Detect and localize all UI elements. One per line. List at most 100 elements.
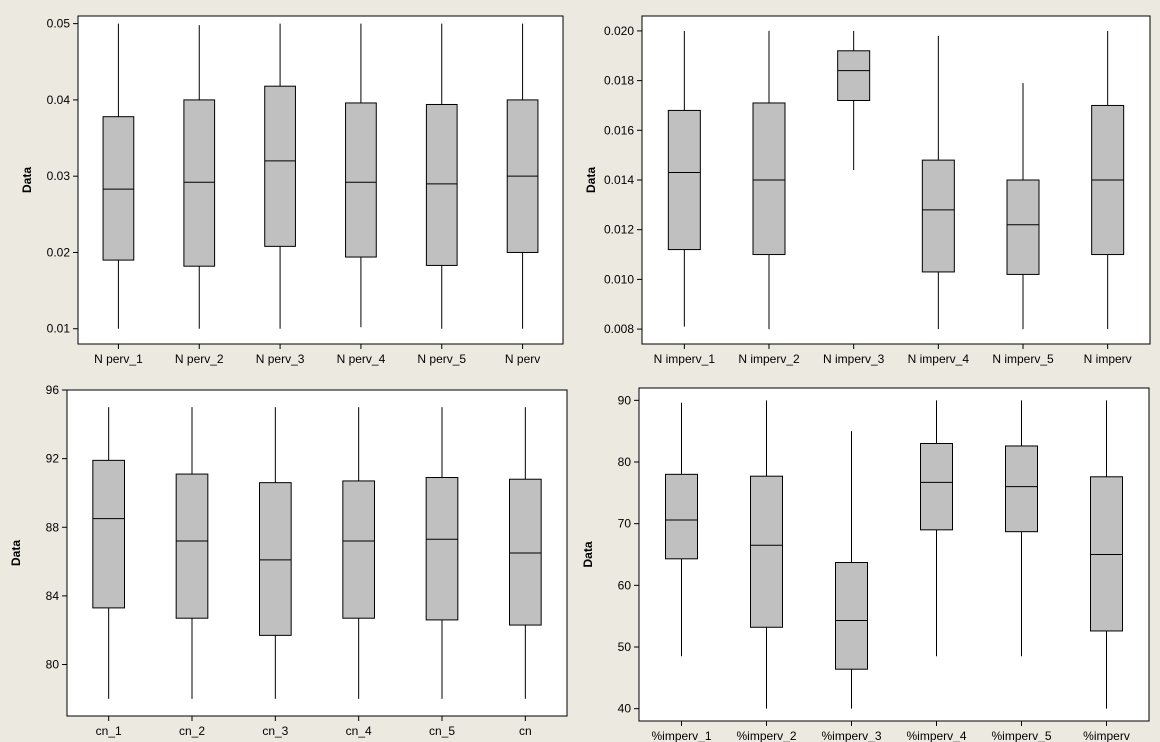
iqr-box bbox=[345, 102, 377, 258]
iqr-box bbox=[750, 475, 783, 628]
iqr-box bbox=[509, 478, 542, 626]
y-axis-label: Data bbox=[9, 540, 23, 566]
x-tick-label: N imperv_1 bbox=[654, 352, 716, 366]
x-tick-label: cn_4 bbox=[346, 724, 372, 738]
x-tick-label: %imperv_5 bbox=[991, 729, 1051, 742]
x-tick-label: cn_3 bbox=[262, 724, 288, 738]
x-tick-label: N imperv_4 bbox=[908, 352, 970, 366]
box-6 bbox=[1091, 30, 1125, 330]
box-1 bbox=[665, 402, 698, 657]
iqr-box bbox=[920, 443, 953, 531]
iqr-box bbox=[837, 50, 871, 101]
x-tick-label: N imperv bbox=[1084, 352, 1132, 366]
x-tick-label: %imperv bbox=[1083, 729, 1130, 742]
y-tick-label: 84 bbox=[46, 589, 60, 603]
box-2 bbox=[750, 400, 783, 709]
box-3 bbox=[835, 431, 868, 709]
x-tick-label: N perv_4 bbox=[337, 352, 386, 366]
y-tick-label: 80 bbox=[618, 455, 632, 469]
box-4 bbox=[342, 407, 376, 699]
box-5 bbox=[1005, 400, 1038, 657]
y-tick-label: 90 bbox=[618, 393, 632, 407]
chart-panel-cn: 80 84 88 92 96 Data cn_1 cn_2 cn_3 cn_4 cn_5 cn bbox=[0, 371, 580, 742]
y-tick-label: 0.020 bbox=[604, 24, 634, 38]
y-tick-label: 0.04 bbox=[47, 93, 71, 107]
y-axis-label: Data bbox=[20, 167, 34, 193]
y-tick-label: 0.01 bbox=[47, 322, 71, 336]
plot-frame bbox=[641, 15, 1151, 345]
chart-panel-n-imperv: 0.008 0.010 0.012 0.014 0.016 0.018 0.020 Data N… bbox=[580, 0, 1160, 371]
x-tick-label: N perv_3 bbox=[256, 352, 305, 366]
iqr-box bbox=[102, 116, 135, 261]
iqr-box bbox=[1005, 445, 1038, 533]
y-tick-label: 88 bbox=[46, 520, 60, 534]
iqr-box bbox=[1090, 476, 1123, 632]
y-tick-label: 0.018 bbox=[604, 74, 634, 88]
box-6 bbox=[509, 407, 542, 699]
y-tick-label: 0.02 bbox=[47, 245, 71, 259]
y-tick-label: 50 bbox=[618, 640, 632, 654]
plot-frame bbox=[77, 15, 564, 345]
y-tick-label: 0.008 bbox=[604, 322, 634, 336]
x-tick-label: N imperv_2 bbox=[738, 352, 800, 366]
iqr-box bbox=[183, 99, 216, 267]
boxplot-n-imperv: 0.008 0.010 0.012 0.014 0.016 0.018 0.020 Data N… bbox=[584, 15, 1151, 366]
chart-panel-n-perv: 0.01 0.02 0.03 0.04 0.05 Data N perv_1 N perv_2… bbox=[0, 0, 580, 371]
box-3 bbox=[837, 30, 871, 171]
box-4 bbox=[921, 35, 955, 330]
box-5 bbox=[425, 23, 458, 329]
box-4 bbox=[345, 23, 377, 328]
y-axis-label: Data bbox=[584, 167, 598, 193]
iqr-box bbox=[921, 159, 955, 273]
y-tick-label: 0.010 bbox=[604, 272, 634, 286]
box-2 bbox=[175, 407, 209, 699]
y-axis-label: Data bbox=[581, 541, 595, 567]
box-5 bbox=[1006, 83, 1040, 330]
box-1 bbox=[92, 407, 126, 699]
box-3 bbox=[264, 23, 296, 329]
box-6 bbox=[506, 23, 539, 329]
x-tick-label: cn bbox=[519, 724, 532, 738]
x-tick-label: N perv bbox=[505, 352, 540, 366]
box-6 bbox=[1090, 400, 1123, 709]
boxplot-n-perv: 0.01 0.02 0.03 0.04 0.05 Data N perv_1 N perv_2… bbox=[20, 15, 564, 366]
x-tick-label: %imperv_2 bbox=[736, 729, 796, 742]
box-1 bbox=[102, 23, 135, 329]
x-tick-label: N perv_1 bbox=[94, 352, 143, 366]
iqr-box bbox=[667, 109, 701, 251]
iqr-box bbox=[264, 85, 296, 247]
y-tick-label: 0.016 bbox=[604, 123, 634, 137]
x-tick-label: %imperv_3 bbox=[821, 729, 881, 742]
x-tick-label: %imperv_4 bbox=[906, 729, 966, 742]
y-tick-label: 70 bbox=[618, 517, 632, 531]
iqr-box bbox=[342, 480, 376, 619]
iqr-box bbox=[425, 103, 458, 266]
plot-frame bbox=[638, 387, 1150, 722]
x-tick-label: %imperv_1 bbox=[651, 729, 711, 742]
box-3 bbox=[259, 407, 292, 699]
y-tick-label: 0.012 bbox=[604, 223, 634, 237]
y-tick-label: 60 bbox=[618, 578, 632, 592]
x-tick-label: N perv_5 bbox=[417, 352, 466, 366]
box-2 bbox=[752, 30, 786, 330]
x-tick-label: N imperv_3 bbox=[823, 352, 885, 366]
x-tick-label: cn_5 bbox=[429, 724, 455, 738]
iqr-box bbox=[752, 102, 786, 256]
iqr-box bbox=[92, 459, 126, 609]
box-2 bbox=[183, 25, 216, 329]
y-tick-label: 80 bbox=[46, 658, 60, 672]
boxplot-pct-imperv: 40 50 60 70 80 90 Data %imperv_1 %imperv_2 %imper… bbox=[581, 387, 1150, 742]
iqr-box bbox=[1006, 179, 1040, 275]
iqr-box bbox=[259, 482, 292, 636]
iqr-box bbox=[175, 473, 209, 619]
y-tick-label: 0.03 bbox=[47, 169, 71, 183]
box-1 bbox=[667, 30, 701, 327]
x-tick-label: N imperv_5 bbox=[992, 352, 1054, 366]
plot-frame bbox=[66, 389, 568, 717]
y-tick-label: 0.05 bbox=[47, 17, 71, 31]
boxplot-cn: 80 84 88 92 96 Data cn_1 cn_2 cn_3 cn_4 cn_5 cn bbox=[9, 383, 568, 738]
y-tick-label: 92 bbox=[46, 452, 60, 466]
x-tick-label: cn_1 bbox=[96, 724, 122, 738]
iqr-box bbox=[835, 562, 868, 670]
x-tick-label: N perv_2 bbox=[175, 352, 224, 366]
